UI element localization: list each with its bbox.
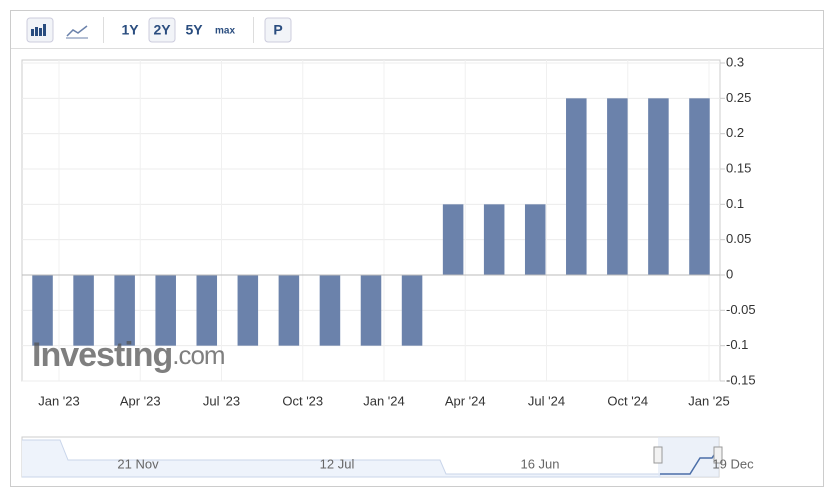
range-selected-bg[interactable]: [148, 17, 176, 43]
y-tick-label: 0.3: [726, 54, 744, 69]
bar: [483, 204, 505, 275]
y-tick-label: 0: [726, 266, 733, 281]
bar: [278, 275, 300, 346]
x-tick-label: Jan '24: [363, 393, 405, 408]
bar: [114, 275, 135, 346]
bar: [319, 275, 341, 346]
line-icon[interactable]: [66, 25, 88, 39]
bar: [360, 275, 382, 346]
x-tick-label: Jan '25: [688, 393, 730, 408]
y-tick-label: -0.1: [726, 337, 748, 352]
navigator: [21, 436, 723, 478]
x-tick-label: Jan '23: [38, 393, 80, 408]
x-tick-label: Oct '23: [282, 393, 323, 408]
x-tick-label: Jul '24: [528, 393, 565, 408]
navigator-label: 19 Dec: [712, 456, 754, 471]
watermark: Investing.com: [32, 336, 225, 374]
navigator-label: 16 Jun: [520, 456, 559, 471]
x-tick-label: Jul '23: [203, 393, 240, 408]
y-tick-label: -0.15: [726, 372, 756, 387]
watermark-brand: Investing: [32, 336, 172, 374]
range-button[interactable]: max: [215, 26, 235, 37]
bar: [689, 98, 710, 275]
navigator-label: 21 Nov: [117, 456, 159, 471]
p-button[interactable]: P: [273, 22, 282, 38]
y-tick-label: -0.05: [726, 302, 756, 317]
bar: [196, 275, 218, 346]
bar: [32, 275, 53, 346]
bar: [155, 275, 176, 346]
watermark-suffix: .com: [172, 340, 224, 370]
bar: [442, 204, 464, 275]
bar: [566, 98, 587, 275]
bar: [73, 275, 94, 346]
navigator-label: 12 Jul: [320, 456, 355, 471]
frame: [10, 10, 824, 487]
x-tick-label: Oct '24: [607, 393, 648, 408]
x-tick-label: Apr '23: [120, 393, 161, 408]
bar: [401, 275, 423, 346]
x-tick-label: Apr '24: [445, 393, 486, 408]
y-tick-label: 0.05: [726, 231, 751, 246]
range-button[interactable]: 1Y: [121, 22, 139, 38]
y-tick-label: 0.1: [726, 196, 744, 211]
y-tick-label: 0.25: [726, 90, 751, 105]
bar: [237, 275, 259, 346]
p-button-bg[interactable]: [264, 17, 292, 43]
bar: [524, 204, 546, 275]
y-tick-label: 0.2: [726, 125, 744, 140]
range-button[interactable]: 2Y: [153, 22, 171, 38]
bar: [648, 98, 669, 275]
range-button[interactable]: 5Y: [185, 22, 203, 38]
y-tick-label: 0.15: [726, 160, 751, 175]
bar-icon[interactable]: [26, 17, 54, 43]
bar: [607, 98, 628, 275]
